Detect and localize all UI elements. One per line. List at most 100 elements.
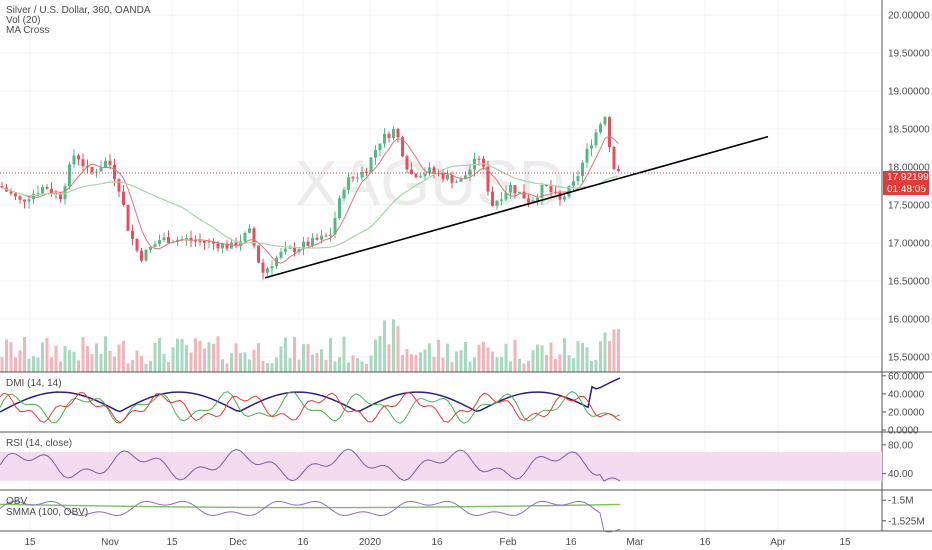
- volume-bar: [5, 339, 8, 372]
- candle-body: [428, 167, 431, 174]
- volume-bar: [23, 336, 26, 372]
- price-axis[interactable]: 20.00000 19.50000 19.00000 18.50000 18.00000…: [888, 11, 930, 364]
- volume-bar: [297, 359, 301, 372]
- volume-bar: [149, 360, 152, 372]
- candle-body: [594, 132, 598, 146]
- volume-bar: [266, 363, 269, 372]
- volume-bar: [239, 352, 242, 372]
- volume-bar: [32, 356, 35, 372]
- candle-body: [455, 181, 458, 183]
- rsi-line: [0, 448, 621, 482]
- volume-bar: [549, 342, 553, 372]
- candle-body: [522, 191, 526, 199]
- volume-bar: [122, 340, 125, 372]
- volume-bar: [63, 345, 67, 372]
- volume-bar: [176, 338, 179, 372]
- candle-body: [9, 191, 13, 194]
- volume-bar: [203, 348, 206, 372]
- dmi-plus-line: [0, 390, 621, 424]
- candle-body: [324, 235, 328, 237]
- volume-bar: [135, 350, 139, 372]
- volume-bar: [194, 338, 197, 372]
- candle-body: [414, 174, 418, 178]
- candle-body: [603, 117, 607, 125]
- volume-bar: [81, 336, 85, 372]
- candle-body: [374, 150, 377, 158]
- volume-bar: [612, 329, 616, 372]
- candle-body: [32, 193, 35, 200]
- grid: [0, 0, 882, 531]
- volume-bar: [288, 358, 292, 372]
- candle-body: [387, 133, 391, 138]
- candle-body: [545, 184, 548, 186]
- candle-body: [329, 234, 332, 236]
- dmi-legend: DMI (14, 14): [6, 378, 62, 389]
- price-tick: 15.50000: [888, 352, 930, 363]
- volume-bar: [558, 354, 562, 372]
- candle-body: [581, 162, 584, 177]
- volume-bar: [320, 349, 323, 372]
- candle-body: [495, 200, 499, 206]
- volume-bar: [563, 338, 566, 372]
- candle-body: [527, 198, 530, 203]
- candle-body: [225, 243, 229, 249]
- volume-bar: [396, 326, 400, 372]
- candle-body: [540, 184, 544, 198]
- candle-body: [266, 268, 269, 273]
- candle-body: [356, 177, 359, 179]
- volume-bar: [108, 350, 112, 372]
- rsi-tick: 80.00: [888, 440, 913, 451]
- volume-bar: [275, 357, 278, 372]
- candle-body: [464, 175, 467, 179]
- candle-body: [347, 177, 350, 190]
- candle-body: [230, 242, 233, 249]
- volume-bar: [581, 342, 584, 372]
- time-tick: 16: [297, 537, 309, 548]
- candle-body: [302, 241, 305, 250]
- candle-body: [108, 160, 112, 165]
- volume-bar: [540, 345, 544, 372]
- trendline[interactable]: [264, 135, 769, 279]
- volume-bar: [144, 363, 148, 372]
- candle-body: [185, 237, 188, 239]
- volume-bar: [509, 361, 512, 372]
- time-tick: Dec: [229, 537, 247, 548]
- volume-bar: [477, 344, 481, 372]
- volume-bar: [324, 360, 328, 372]
- volume-bar: [257, 343, 260, 372]
- volume-bar: [171, 347, 175, 372]
- volume-bar: [311, 354, 314, 372]
- candle-body: [365, 171, 368, 173]
- candle-body: [131, 230, 134, 239]
- volume-bar: [554, 359, 557, 372]
- volume-bar: [594, 359, 598, 372]
- volume-bar: [500, 357, 503, 372]
- volume-bar: [455, 351, 458, 372]
- rsi-tick: 40.00: [888, 469, 913, 480]
- volume-bar: [464, 341, 467, 372]
- volume-bar: [9, 342, 13, 372]
- candle-body: [311, 237, 314, 246]
- time-tick: 15: [166, 537, 178, 548]
- volume-bar: [383, 320, 386, 372]
- time-axis[interactable]: 15 Nov 15 Dec 16 2020 16 Feb 16 Mar 16 Apr 15: [24, 537, 851, 548]
- volume-bar: [270, 363, 274, 372]
- current-price-label: 17.92199: [887, 172, 929, 183]
- candle-body: [221, 243, 224, 249]
- candle-body: [590, 145, 593, 149]
- volume-bar: [387, 344, 391, 372]
- candle-body: [270, 266, 274, 269]
- volume-bar: [248, 359, 251, 372]
- volume-bar: [522, 363, 526, 372]
- volume-bar: [405, 349, 409, 372]
- price-tick: 20.00000: [888, 11, 930, 22]
- ma-slow-line: [1, 163, 619, 249]
- candle-body: [122, 191, 125, 205]
- volume-bar: [293, 336, 296, 372]
- dmi-tick: 20.0000: [888, 407, 925, 418]
- volume-bar: [207, 342, 211, 372]
- volume-bar: [185, 345, 188, 372]
- candle-body: [194, 240, 197, 242]
- candle-body: [617, 169, 620, 172]
